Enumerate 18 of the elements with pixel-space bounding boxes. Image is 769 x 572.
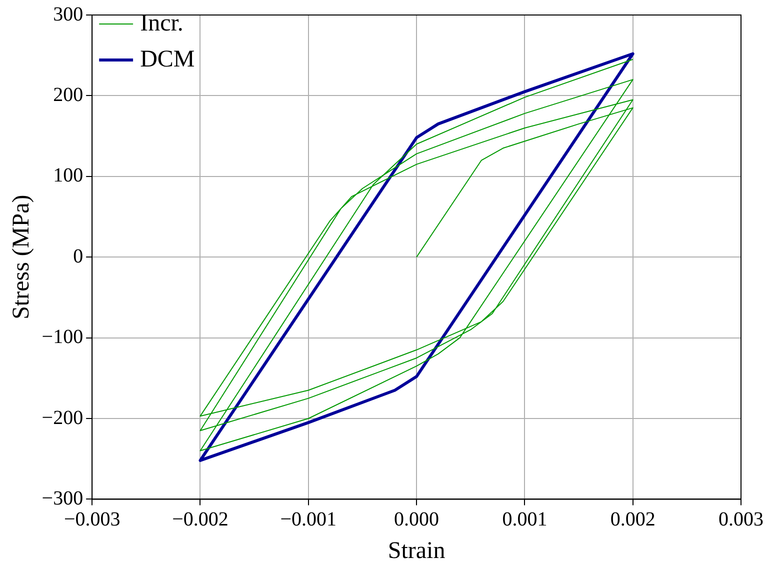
x-tick-label: 0.001 [502,508,548,530]
x-tick-label: 0.002 [610,508,656,530]
y-tick-label: 0 [73,245,84,268]
x-tick-label: 0.003 [718,508,764,530]
y-tick-label: −200 [42,406,84,429]
y-tick-label: 300 [53,3,84,26]
x-tick-label: 0.000 [394,508,440,530]
legend-label: Incr. [140,10,184,36]
y-tick-label: −100 [42,326,84,348]
y-axis-title: Stress (MPa) [8,194,35,320]
x-tick-label: −0.002 [172,508,228,530]
legend-label: DCM [140,46,195,72]
x-axis-title: Strain [388,538,446,564]
y-tick-label: −300 [42,487,84,510]
y-tick-label: 200 [53,84,84,106]
y-tick-label: 100 [53,164,84,187]
x-tick-label: −0.001 [280,508,337,530]
x-tick-label: −0.003 [64,508,120,530]
